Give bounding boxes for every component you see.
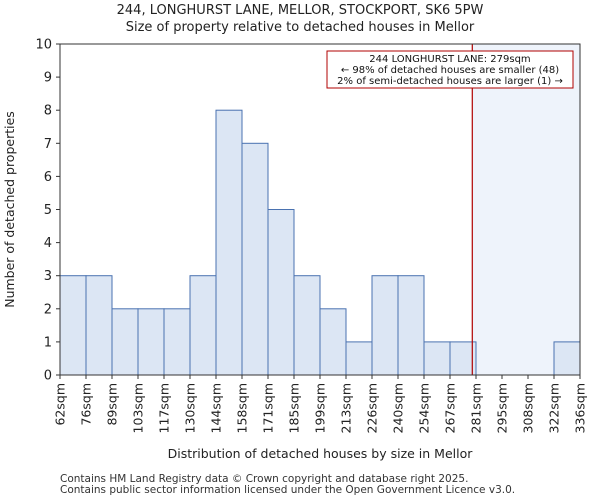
footer-attribution-2: Contains public sector information licen… <box>60 484 516 496</box>
annotation-line-3: 2% of semi-detached houses are larger (1… <box>337 76 563 87</box>
y-tick-label-2: 2 <box>44 302 52 317</box>
y-tick-label-8: 8 <box>44 104 52 119</box>
y-tick-label-9: 9 <box>44 71 52 86</box>
x-tick-label-254sqm: 254sqm <box>417 383 432 433</box>
x-tick-label-226sqm: 226sqm <box>365 383 380 433</box>
x-tick-label-308sqm: 308sqm <box>521 383 536 433</box>
bar-254sqm <box>423 341 451 376</box>
x-tick-label-336sqm: 336sqm <box>573 383 588 433</box>
highlight-region <box>472 44 580 375</box>
x-tick-label-62sqm: 62sqm <box>53 383 68 426</box>
y-tick-label-7: 7 <box>44 137 52 152</box>
y-tick-label-6: 6 <box>44 170 52 185</box>
x-tick-label-199sqm: 199sqm <box>313 383 328 433</box>
bar-185sqm <box>293 275 321 376</box>
x-tick-label-76sqm: 76sqm <box>79 383 94 426</box>
bar-62sqm <box>59 275 87 376</box>
x-tick-label-281sqm: 281sqm <box>469 383 484 433</box>
y-tick-label-0: 0 <box>44 369 52 384</box>
annotation-line-2: ← 98% of detached houses are smaller (48… <box>341 65 559 76</box>
y-tick-label-10: 10 <box>35 38 52 53</box>
bar-76sqm <box>85 275 113 376</box>
annotation-line-1: 244 LONGHURST LANE: 279sqm <box>369 54 530 65</box>
y-tick-label-3: 3 <box>44 269 52 284</box>
bars-group <box>59 109 581 376</box>
bar-130sqm <box>189 275 217 376</box>
title-line-1: 244, LONGHURST LANE, MELLOR, STOCKPORT, … <box>116 3 484 18</box>
x-tick-label-144sqm: 144sqm <box>209 383 224 433</box>
x-tick-label-117sqm: 117sqm <box>157 383 172 433</box>
annotation-box: 244 LONGHURST LANE: 279sqm ← 98% of deta… <box>326 50 574 89</box>
bar-144sqm <box>215 109 243 376</box>
x-tick-label-295sqm: 295sqm <box>495 383 510 433</box>
bar-171sqm <box>267 209 295 376</box>
x-tick-label-130sqm: 130sqm <box>183 383 198 433</box>
axes-group: 0 1 2 3 4 5 6 7 8 9 10 62sqm 76sqm 89sqm 103sqm 117sqm 1… <box>35 38 587 434</box>
bar-240sqm <box>397 275 425 376</box>
bar-213sqm <box>345 341 373 376</box>
x-tick-label-267sqm: 267sqm <box>443 383 458 433</box>
x-axis-label: Distribution of detached houses by size … <box>168 446 474 461</box>
bar-89sqm <box>111 308 139 376</box>
x-tick-label-240sqm: 240sqm <box>391 383 406 433</box>
y-axis-label: Number of detached properties <box>2 111 17 308</box>
x-tick-label-89sqm: 89sqm <box>105 383 120 426</box>
y-tick-label-1: 1 <box>44 335 52 350</box>
x-tick-label-103sqm: 103sqm <box>131 383 146 433</box>
y-tick-label-4: 4 <box>44 236 52 251</box>
annotation-frame <box>326 50 574 89</box>
bar-226sqm <box>371 275 399 376</box>
bar-117sqm <box>163 308 191 376</box>
footer-attribution-1: Contains HM Land Registry data © Crown c… <box>60 473 469 485</box>
x-tick-label-171sqm: 171sqm <box>261 383 276 433</box>
x-tick-label-213sqm: 213sqm <box>339 383 354 433</box>
x-tick-label-322sqm: 322sqm <box>547 383 562 433</box>
chart-title: 244, LONGHURST LANE, MELLOR, STOCKPORT, … <box>0 2 600 36</box>
bar-158sqm <box>241 142 269 376</box>
y-tick-label-5: 5 <box>44 203 52 218</box>
bar-322sqm <box>553 341 581 376</box>
title-line-2: Size of property relative to detached ho… <box>125 20 475 35</box>
x-tick-label-158sqm: 158sqm <box>235 383 250 433</box>
bar-199sqm <box>319 308 347 376</box>
x-tick-label-185sqm: 185sqm <box>287 383 302 433</box>
bar-103sqm <box>137 308 165 376</box>
